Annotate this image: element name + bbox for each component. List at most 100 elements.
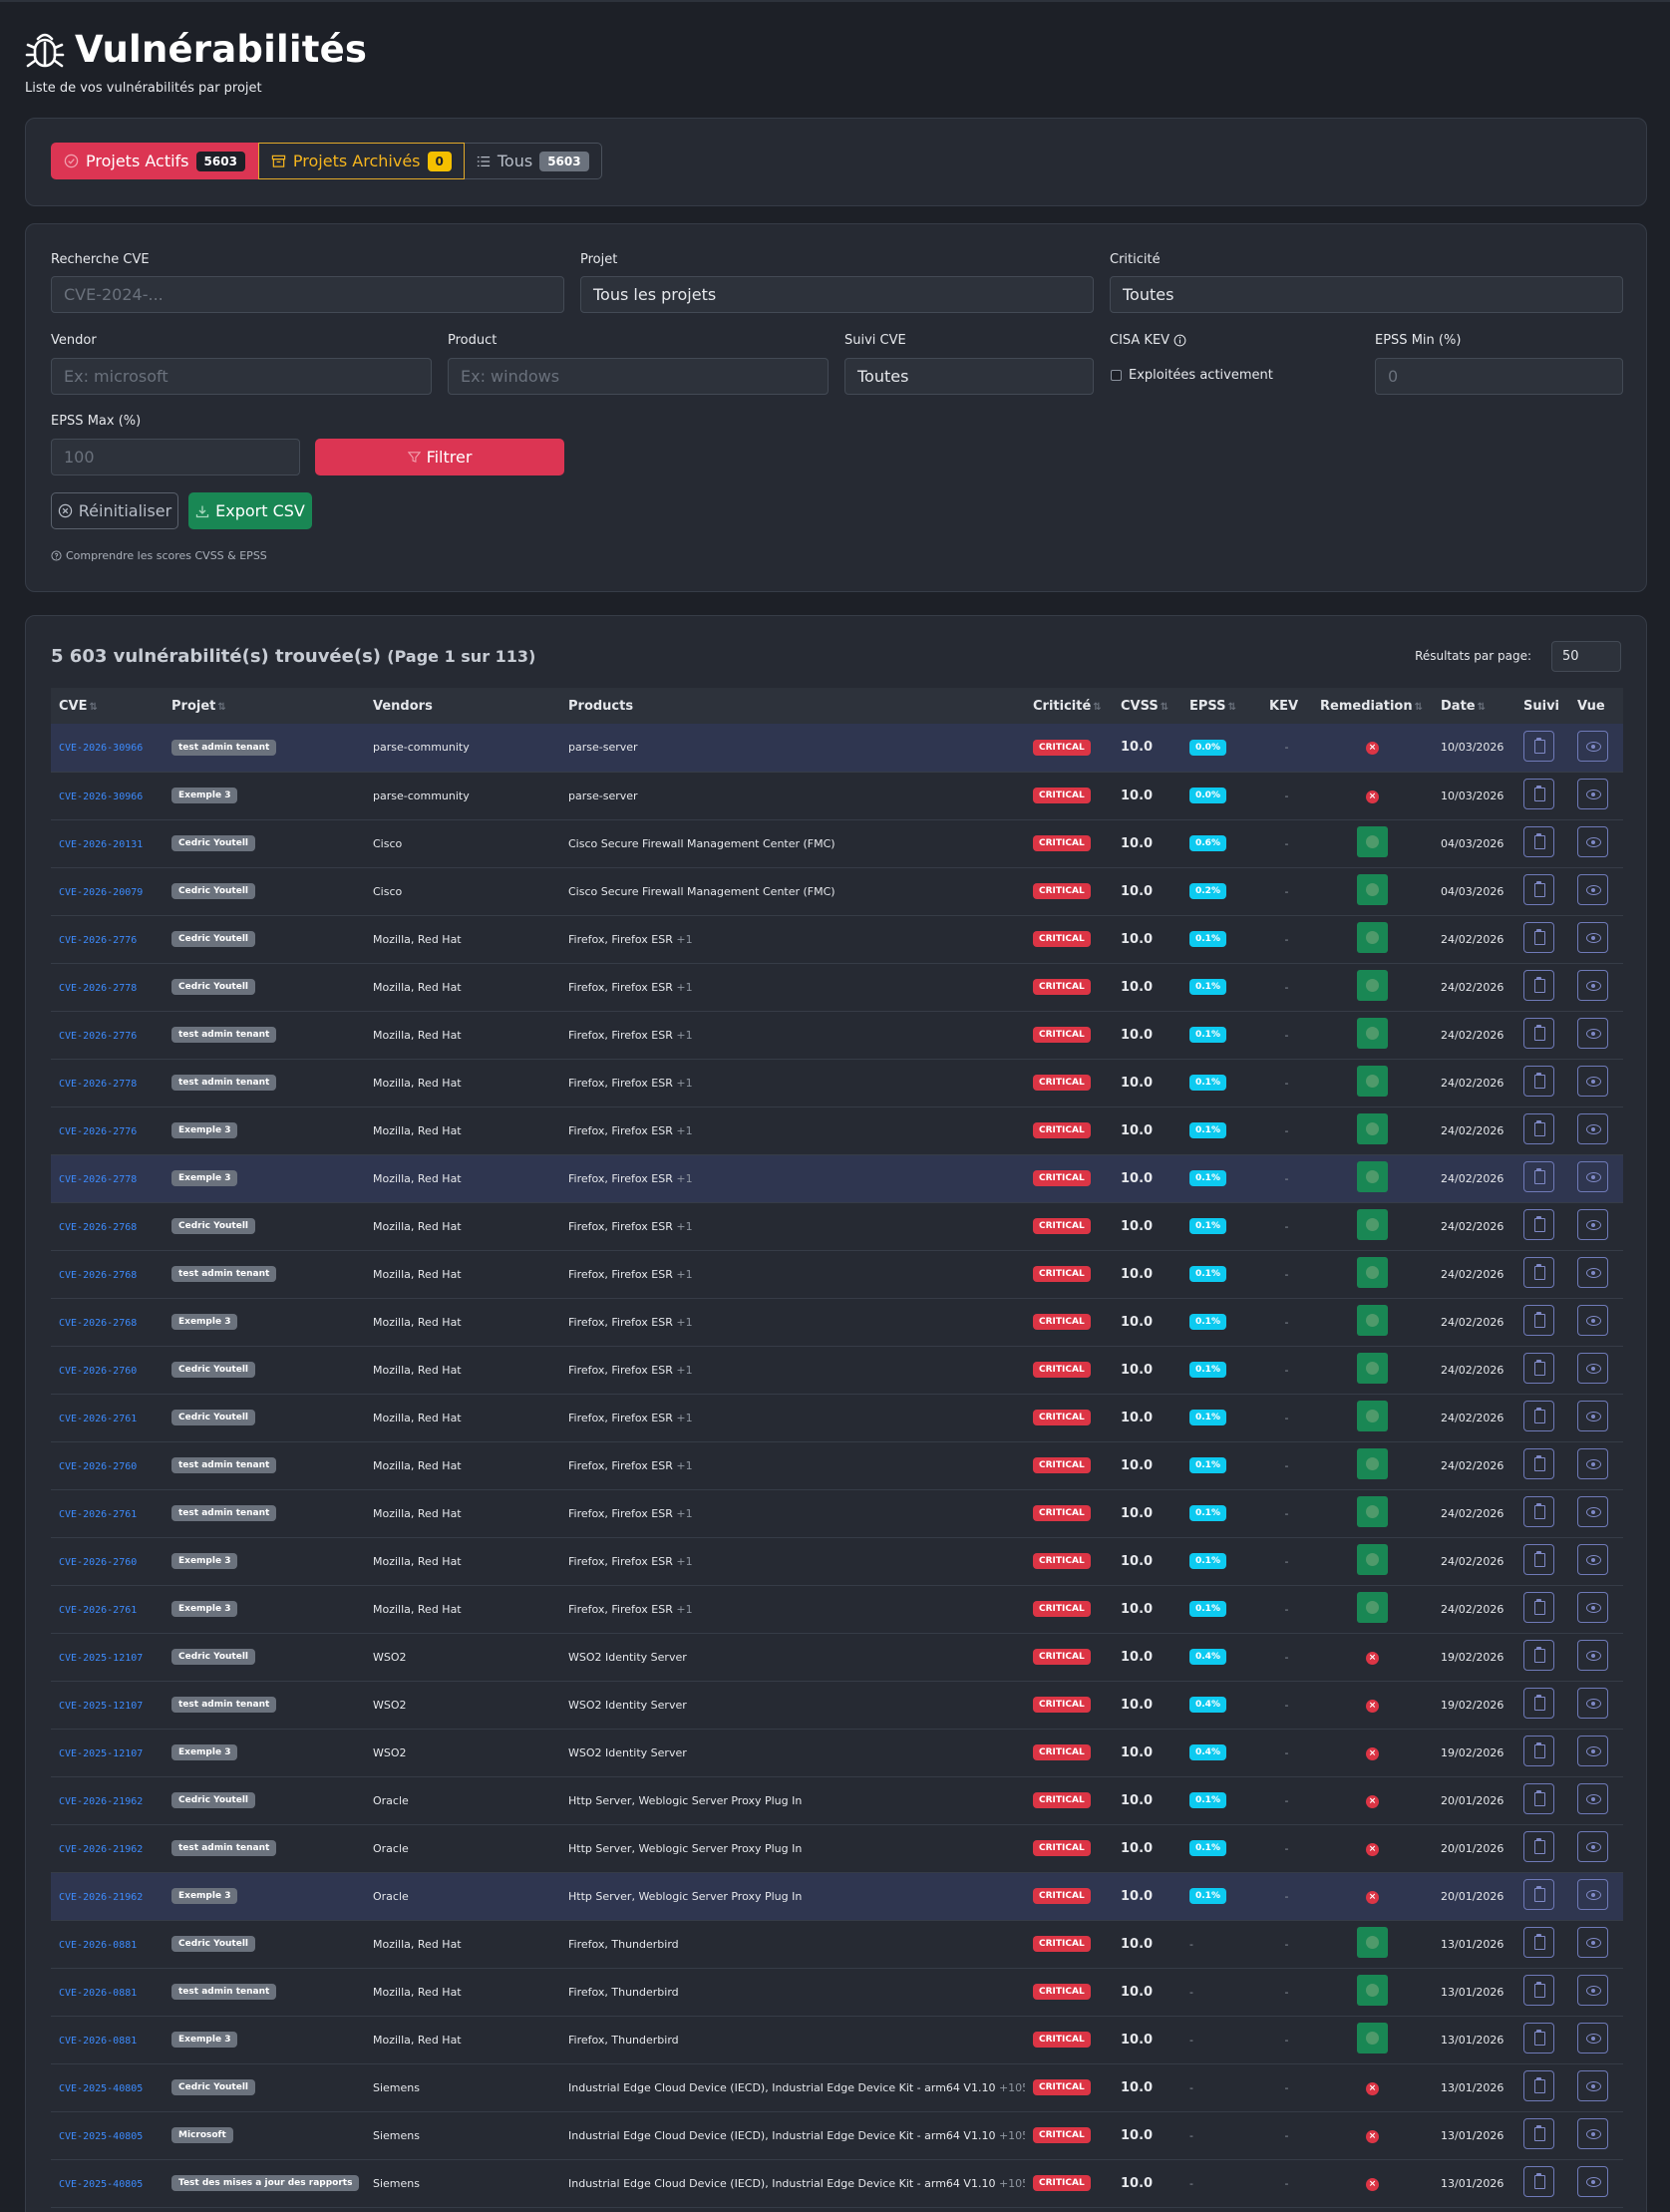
products-more[interactable]: +1 xyxy=(676,1411,693,1424)
cve-link[interactable]: CVE-2026-2760 xyxy=(59,1365,138,1377)
col-date[interactable]: Date ⇅ xyxy=(1441,698,1486,714)
cve-link[interactable]: CVE-2026-21962 xyxy=(59,1891,144,1903)
clipboard-icon[interactable] xyxy=(1523,1640,1554,1671)
eye-icon[interactable] xyxy=(1577,1927,1608,1958)
remediation-available-icon[interactable] xyxy=(1357,1927,1388,1958)
cve-link[interactable]: CVE-2025-40805 xyxy=(59,2130,144,2142)
clipboard-icon[interactable] xyxy=(1523,1592,1554,1623)
info-icon[interactable] xyxy=(1173,334,1186,347)
products-more[interactable]: +1 xyxy=(676,1219,693,1233)
clipboard-icon[interactable] xyxy=(1523,1879,1554,1910)
cve-link[interactable]: CVE-2026-20079 xyxy=(59,886,144,898)
cve-link[interactable]: CVE-2026-2761 xyxy=(59,1508,138,1520)
clipboard-icon[interactable] xyxy=(1523,1736,1554,1766)
eye-icon[interactable] xyxy=(1577,1688,1608,1719)
cve-link[interactable]: CVE-2026-21962 xyxy=(59,1843,144,1855)
remediation-available-icon[interactable] xyxy=(1357,874,1388,905)
cve-link[interactable]: CVE-2026-0881 xyxy=(59,1987,138,1999)
eye-icon[interactable] xyxy=(1577,1353,1608,1384)
clipboard-icon[interactable] xyxy=(1523,2118,1554,2149)
cve-link[interactable]: CVE-2026-2761 xyxy=(59,1413,138,1424)
cve-link[interactable]: CVE-2026-2778 xyxy=(59,982,138,994)
eye-icon[interactable] xyxy=(1577,2166,1608,2197)
products-more[interactable]: +1 xyxy=(676,1267,693,1281)
clipboard-icon[interactable] xyxy=(1523,1209,1554,1240)
eye-icon[interactable] xyxy=(1577,1592,1608,1623)
eye-icon[interactable] xyxy=(1577,779,1608,809)
vendor-input[interactable] xyxy=(51,358,432,395)
clipboard-icon[interactable] xyxy=(1523,1783,1554,1814)
clipboard-icon[interactable] xyxy=(1523,1975,1554,2006)
clipboard-icon[interactable] xyxy=(1523,2166,1554,2197)
tab-archived-projects[interactable]: Projets Archivés 0 xyxy=(257,143,465,179)
eye-icon[interactable] xyxy=(1577,1736,1608,1766)
clipboard-icon[interactable] xyxy=(1523,1544,1554,1575)
cve-link[interactable]: CVE-2026-2776 xyxy=(59,934,138,946)
col-project[interactable]: Projet ⇅ xyxy=(171,698,226,714)
cve-link[interactable]: CVE-2026-2778 xyxy=(59,1173,138,1185)
cve-link[interactable]: CVE-2026-30966 xyxy=(59,743,144,755)
eye-icon[interactable] xyxy=(1577,1161,1608,1192)
clipboard-icon[interactable] xyxy=(1523,826,1554,857)
cve-link[interactable]: CVE-2026-2776 xyxy=(59,1030,138,1042)
eye-icon[interactable] xyxy=(1577,1496,1608,1527)
cve-search-input[interactable] xyxy=(51,276,564,313)
remediation-available-icon[interactable] xyxy=(1357,1066,1388,1097)
cve-link[interactable]: CVE-2025-12107 xyxy=(59,1700,144,1712)
remediation-available-icon[interactable] xyxy=(1357,1975,1388,2006)
eye-icon[interactable] xyxy=(1577,1018,1608,1049)
eye-icon[interactable] xyxy=(1577,922,1608,953)
remediation-available-icon[interactable] xyxy=(1357,1592,1388,1623)
products-more[interactable]: +105 xyxy=(998,2176,1025,2190)
cve-link[interactable]: CVE-2026-2761 xyxy=(59,1604,138,1616)
products-more[interactable]: +1 xyxy=(676,932,693,946)
col-cvss[interactable]: CVSS ⇅ xyxy=(1121,698,1169,714)
products-more[interactable]: +1 xyxy=(676,1171,693,1185)
clipboard-icon[interactable] xyxy=(1523,1688,1554,1719)
eye-icon[interactable] xyxy=(1577,1640,1608,1671)
products-more[interactable]: +1 xyxy=(676,1315,693,1329)
products-more[interactable]: +1 xyxy=(676,980,693,994)
clipboard-icon[interactable] xyxy=(1523,779,1554,809)
cve-link[interactable]: CVE-2025-40805 xyxy=(59,2082,144,2094)
products-more[interactable]: +105 xyxy=(998,2128,1025,2142)
remediation-available-icon[interactable] xyxy=(1357,1305,1388,1336)
eye-icon[interactable] xyxy=(1577,1783,1608,1814)
products-more[interactable]: +105 xyxy=(998,2080,1025,2094)
eye-icon[interactable] xyxy=(1577,1401,1608,1431)
cve-link[interactable]: CVE-2026-20131 xyxy=(59,838,144,850)
products-more[interactable]: +1 xyxy=(676,1554,693,1568)
kev-checkbox[interactable] xyxy=(1111,370,1122,381)
remediation-available-icon[interactable] xyxy=(1357,826,1388,857)
remediation-available-icon[interactable] xyxy=(1357,1496,1388,1527)
help-link[interactable]: Comprendre les scores CVSS & EPSS xyxy=(51,549,267,562)
col-criticity[interactable]: Criticité ⇅ xyxy=(1033,698,1102,714)
eye-icon[interactable] xyxy=(1577,1305,1608,1336)
tab-all-projects[interactable]: Tous 5603 xyxy=(464,143,602,179)
criticity-select[interactable]: Toutes xyxy=(1110,276,1623,313)
clipboard-icon[interactable] xyxy=(1523,1831,1554,1862)
clipboard-icon[interactable] xyxy=(1523,1018,1554,1049)
clipboard-icon[interactable] xyxy=(1523,730,1554,762)
remediation-available-icon[interactable] xyxy=(1357,1161,1388,1192)
col-epss[interactable]: EPSS ⇅ xyxy=(1189,698,1236,714)
products-more[interactable]: +1 xyxy=(676,1458,693,1472)
cve-link[interactable]: CVE-2026-0881 xyxy=(59,2035,138,2047)
filter-button[interactable]: Filtrer xyxy=(315,439,564,475)
col-remediation[interactable]: Remediation ⇅ xyxy=(1320,698,1423,714)
cve-link[interactable]: CVE-2026-2768 xyxy=(59,1317,138,1329)
eye-icon[interactable] xyxy=(1577,1113,1608,1144)
eye-icon[interactable] xyxy=(1577,970,1608,1001)
products-more[interactable]: +1 xyxy=(676,1602,693,1616)
remediation-available-icon[interactable] xyxy=(1357,1113,1388,1144)
products-more[interactable]: +1 xyxy=(676,1363,693,1377)
eye-icon[interactable] xyxy=(1577,1209,1608,1240)
epss-min-input[interactable] xyxy=(1375,358,1623,395)
reset-button[interactable]: Réinitialiser xyxy=(51,492,178,529)
products-more[interactable]: +1 xyxy=(676,1123,693,1137)
eye-icon[interactable] xyxy=(1577,874,1608,905)
clipboard-icon[interactable] xyxy=(1523,1353,1554,1384)
eye-icon[interactable] xyxy=(1577,1544,1608,1575)
cve-link[interactable]: CVE-2026-30966 xyxy=(59,790,144,802)
remediation-available-icon[interactable] xyxy=(1357,922,1388,953)
